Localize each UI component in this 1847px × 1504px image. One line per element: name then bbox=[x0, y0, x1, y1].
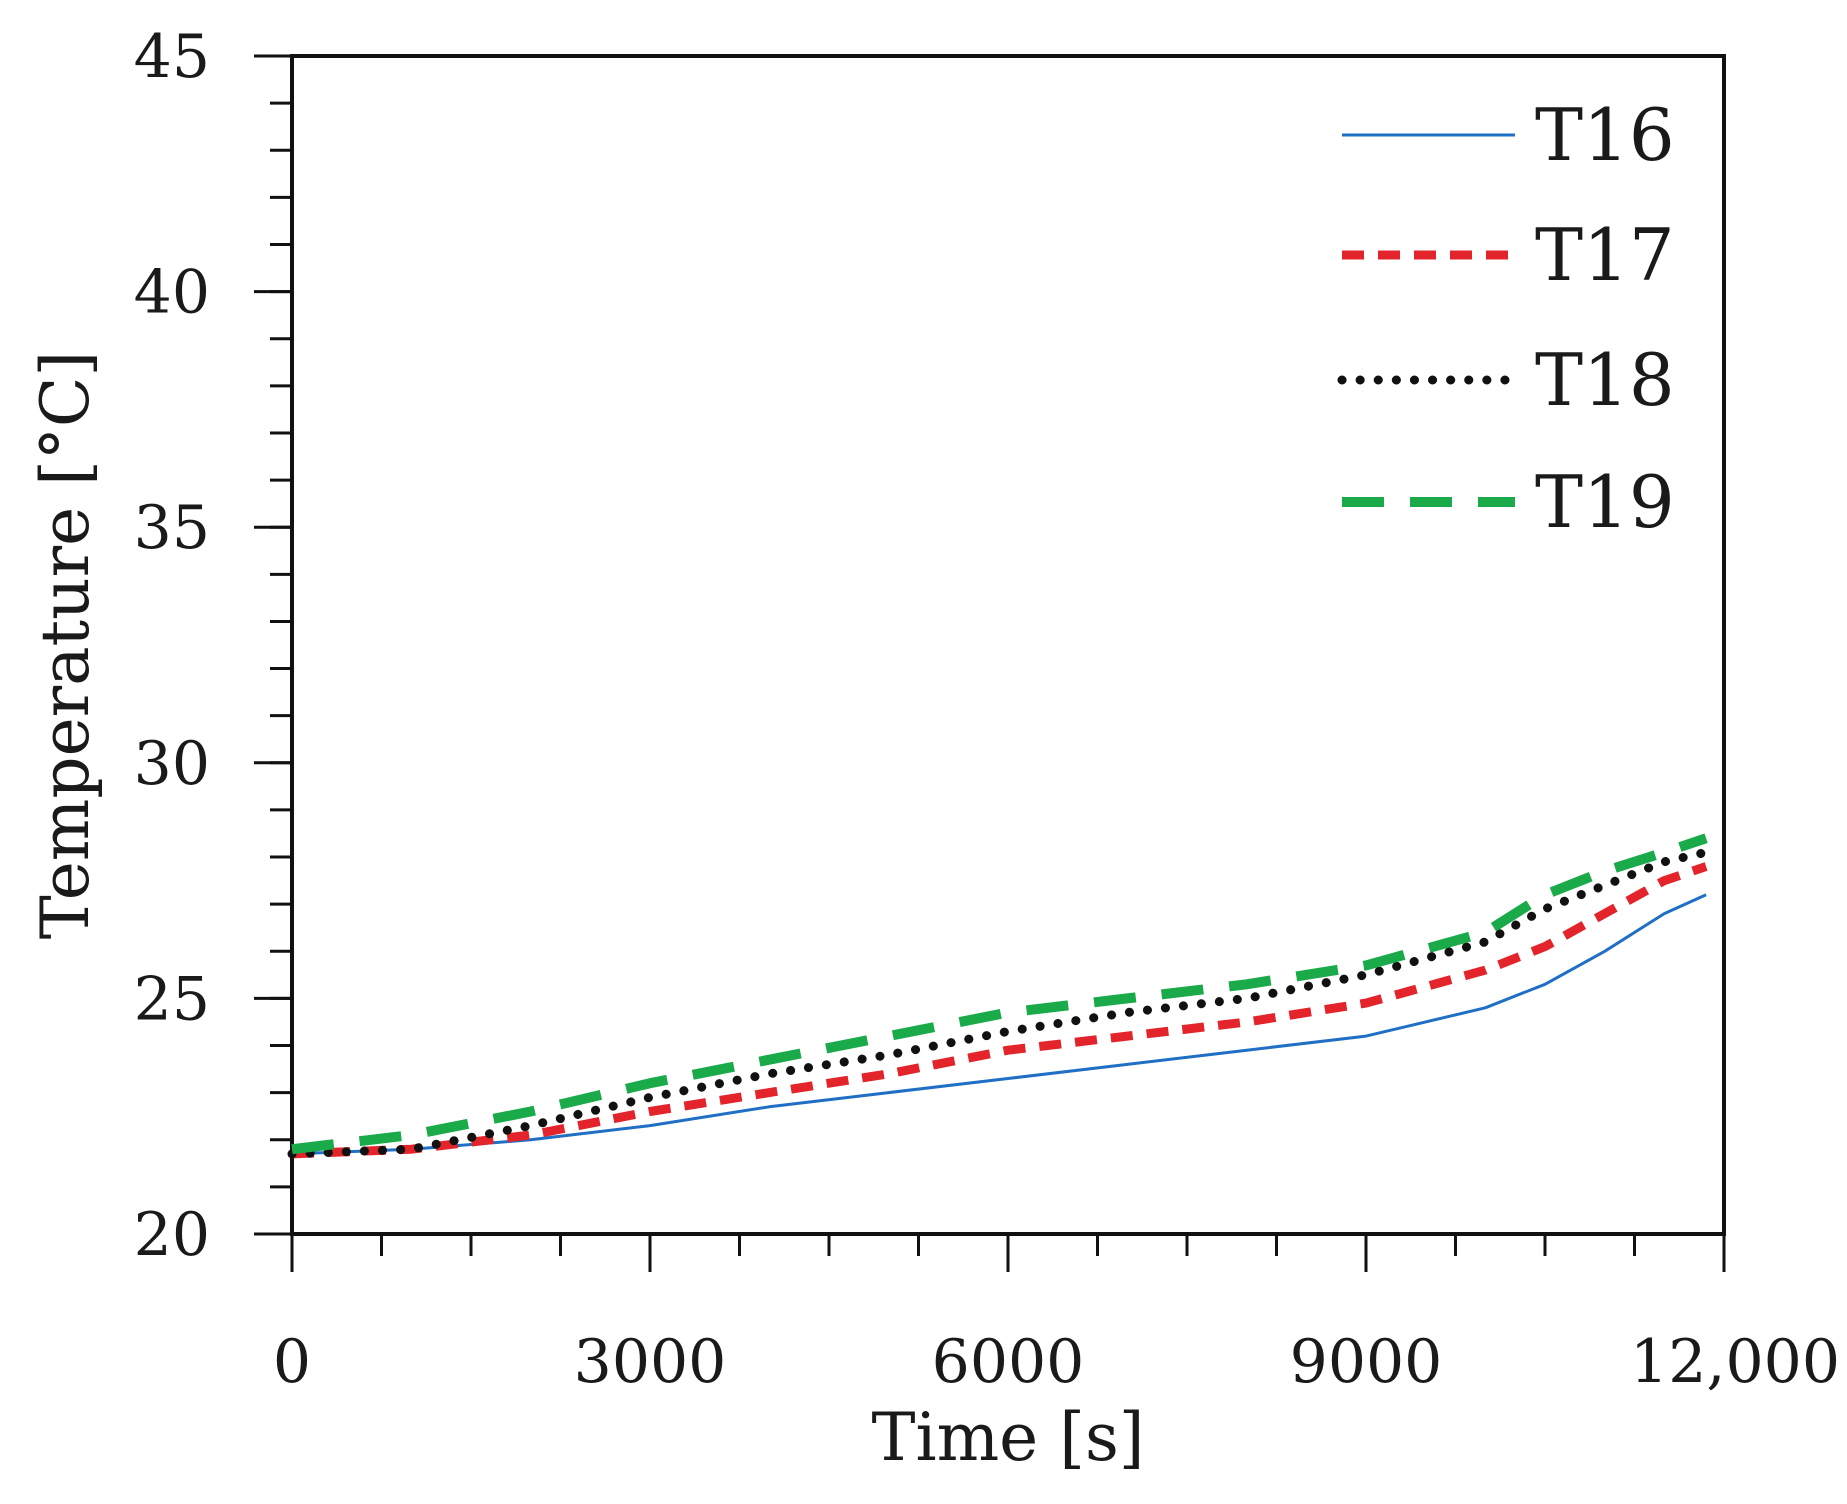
x-axis-title: Time [s] bbox=[871, 1399, 1144, 1476]
series-line-t19 bbox=[291, 833, 1708, 1155]
y-tick-label: 20 bbox=[134, 1200, 210, 1270]
minor-ticks bbox=[270, 54, 1726, 1256]
y-tick-label: 45 bbox=[134, 22, 210, 92]
x-tick-label: 9000 bbox=[1290, 1327, 1443, 1397]
legend-label-t19: T19 bbox=[1535, 460, 1675, 544]
series-line-t16 bbox=[291, 893, 1707, 1156]
legend-label-t18: T18 bbox=[1535, 338, 1675, 422]
x-tick-label: 0 bbox=[273, 1327, 311, 1397]
y-tick-label: 25 bbox=[134, 964, 210, 1034]
plot-frame bbox=[290, 54, 1726, 1236]
y-tick-label: 30 bbox=[134, 729, 210, 799]
series-line-t17 bbox=[291, 862, 1708, 1159]
major-ticks bbox=[254, 54, 1726, 1272]
y-tick-label: 40 bbox=[134, 258, 210, 328]
legend-label-t17: T17 bbox=[1535, 213, 1675, 297]
x-tick-label: 3000 bbox=[574, 1327, 727, 1397]
legend-label-t16: T16 bbox=[1535, 93, 1675, 177]
series-line-t18 bbox=[287, 847, 1711, 1159]
series-layer bbox=[287, 833, 1711, 1159]
y-axis-title: Temperature [°C] bbox=[27, 351, 104, 939]
x-tick-label: 6000 bbox=[932, 1327, 1085, 1397]
legend: T16 T17 T18 T19 bbox=[1337, 93, 1675, 544]
y-tick-label: 35 bbox=[134, 493, 210, 563]
x-tick-label: 12,000 bbox=[1630, 1327, 1840, 1397]
tick-labels: 0 3000 6000 9000 12,000 20 25 30 35 40 45 bbox=[134, 22, 1840, 1397]
